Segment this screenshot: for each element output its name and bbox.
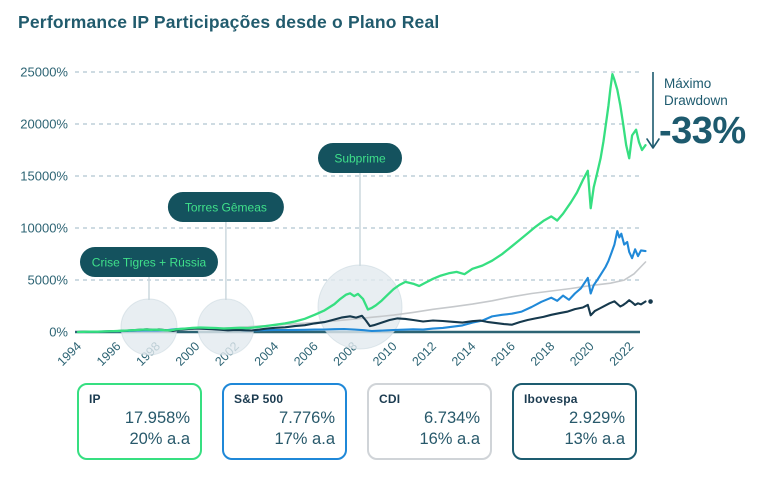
legend-total-return: 6.734% xyxy=(424,409,480,427)
drawdown-label-line1: Máximo xyxy=(664,76,711,91)
legend-name: Ibovespa xyxy=(524,392,578,406)
event-circle xyxy=(120,298,178,356)
x-axis-label: 2020 xyxy=(567,339,597,369)
x-axis-label: 2004 xyxy=(252,339,282,369)
drawdown-annotation: Máximo Drawdown -33% xyxy=(646,72,746,152)
event-connector-lines xyxy=(148,173,361,300)
y-axis-label: 0% xyxy=(49,325,68,340)
x-axis-label: 1996 xyxy=(94,339,124,369)
x-axis-label: 2014 xyxy=(449,339,479,369)
event-pill-label: Torres Gêmeas xyxy=(185,201,267,215)
x-axis-label: 2006 xyxy=(291,339,321,369)
x-axis-label: 1994 xyxy=(55,339,85,369)
legend-box-ibovespa: Ibovespa 2.929% 13% a.a xyxy=(512,383,637,460)
ip-line xyxy=(76,72,647,334)
y-axis-label: 5000% xyxy=(28,273,69,288)
legend-total-return: 2.929% xyxy=(569,409,625,427)
y-axis-labels: 0% 5000% 10000% 15000% 20000% 25000% xyxy=(20,65,68,340)
event-circles xyxy=(120,264,403,356)
x-axis-label: 2016 xyxy=(488,339,518,369)
legend-total-return: 17.958% xyxy=(124,409,190,427)
performance-chart: 0% 5000% 10000% 15000% 20000% 25000% 1994 1996… xyxy=(20,65,746,369)
legend-annual-return: 17% a.a xyxy=(274,430,335,448)
legend-annual-return: 13% a.a xyxy=(564,430,625,448)
event-pills: Crise Tigres + Rússia Torres Gêmeas Subpri… xyxy=(79,143,402,277)
event-pill xyxy=(317,143,402,173)
legend-name: IP xyxy=(89,392,101,406)
x-axis-label: 2000 xyxy=(173,339,203,369)
y-axis-label: 10000% xyxy=(20,221,68,236)
legend-name: S&P 500 xyxy=(234,392,284,406)
page-title: Performance IP Participações desde o Pla… xyxy=(18,12,440,32)
legend-annual-return: 20% a.a xyxy=(129,430,190,448)
drawdown-value: -33% xyxy=(659,110,746,152)
legend-box-sp500: S&P 500 7.776% 17% a.a xyxy=(222,383,347,460)
legend-box-ip: IP 17.958% 20% a.a xyxy=(77,383,202,460)
legend-annual-return: 16% a.a xyxy=(419,430,480,448)
event-pill xyxy=(79,247,218,277)
drawdown-arrowhead-icon xyxy=(646,138,660,149)
series-lines xyxy=(76,72,653,334)
y-axis-label: 25000% xyxy=(20,65,68,80)
y-axis-label: 15000% xyxy=(20,169,68,184)
legend-row: IP 17.958% 20% a.a S&P 500 7.776% 17% a.… xyxy=(77,383,637,460)
event-pill-label: Crise Tigres + Rússia xyxy=(92,256,207,270)
legend-name: CDI xyxy=(379,392,401,406)
event-pill xyxy=(167,192,284,222)
ibovespa-end-dot xyxy=(648,299,653,304)
legend-box-cdi: CDI 6.734% 16% a.a xyxy=(367,383,492,460)
legend-total-return: 7.776% xyxy=(279,409,335,427)
x-axis-label: 2022 xyxy=(607,339,637,369)
drawdown-label-line2: Drawdown xyxy=(664,93,728,108)
y-axis-label: 20000% xyxy=(20,117,68,132)
event-pill-label: Subprime xyxy=(334,152,386,166)
x-axis-label: 2012 xyxy=(410,339,440,369)
x-axis-label: 2018 xyxy=(528,339,558,369)
